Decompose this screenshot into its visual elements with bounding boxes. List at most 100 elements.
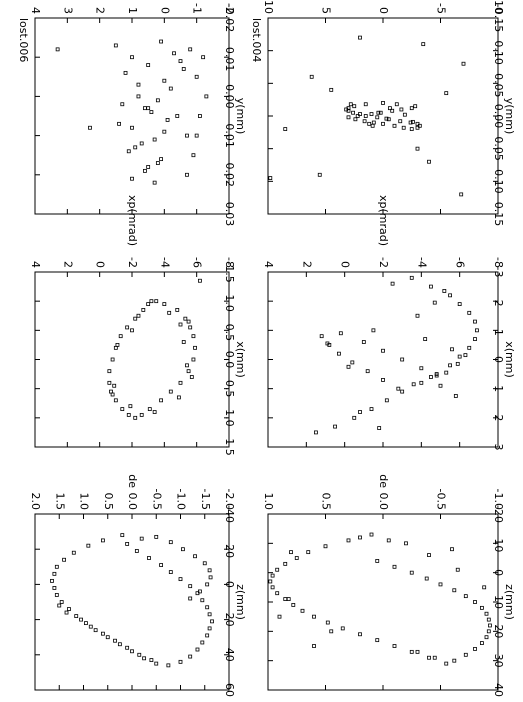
data-point — [408, 120, 413, 125]
plot-frame — [34, 17, 230, 215]
data-point — [459, 192, 464, 197]
data-point — [312, 614, 316, 619]
data-point — [463, 652, 468, 657]
data-point — [467, 310, 472, 315]
data-point — [207, 612, 212, 617]
data-point — [450, 347, 454, 352]
data-point — [455, 567, 460, 572]
data-point — [181, 340, 186, 344]
y-tick-label: -1.0 — [492, 489, 505, 510]
x-tick-label: -0.10 — [492, 36, 505, 64]
data-point — [283, 597, 288, 601]
data-point — [419, 380, 424, 385]
data-point — [352, 415, 357, 420]
x-tick-label: 0 — [492, 569, 505, 576]
plot-frame — [34, 271, 230, 448]
y-tick-label: -8 — [223, 257, 236, 268]
data-point — [52, 586, 57, 590]
x-tick-label: 1 — [492, 385, 505, 392]
data-point — [455, 361, 460, 366]
x-tick-label: 0.05 — [492, 136, 505, 161]
data-point — [371, 328, 376, 333]
data-point — [126, 413, 131, 417]
data-point — [155, 161, 160, 165]
data-point — [113, 43, 118, 48]
data-point — [289, 550, 293, 555]
data-point — [175, 114, 180, 118]
y-tick-label: 0.5 — [102, 493, 115, 511]
data-point — [191, 153, 196, 158]
data-point — [444, 91, 449, 96]
data-point — [448, 363, 452, 368]
data-point — [369, 532, 374, 537]
data-point — [59, 600, 64, 604]
data-point — [378, 110, 383, 115]
data-point — [200, 640, 205, 645]
x-axis-label: y(mm) — [234, 98, 247, 135]
data-point — [286, 597, 291, 601]
data-point — [67, 607, 71, 611]
data-point — [283, 561, 288, 566]
data-point — [392, 123, 397, 128]
data-point — [415, 313, 420, 318]
data-point — [329, 87, 334, 92]
data-point — [141, 308, 146, 312]
data-point — [392, 644, 397, 648]
data-point — [188, 325, 193, 330]
y-tick-label: -0.5 — [150, 489, 163, 510]
x-tick-label: -0.01 — [223, 43, 236, 71]
data-point — [168, 540, 173, 545]
data-point — [291, 603, 296, 607]
data-point — [309, 74, 314, 79]
data-point — [340, 626, 345, 631]
data-point — [162, 302, 167, 306]
y-tick-label: 4 — [29, 7, 42, 14]
data-point — [207, 626, 212, 631]
y-tick-label: 2 — [300, 261, 313, 268]
data-point — [64, 610, 69, 615]
data-point — [438, 582, 443, 587]
x-axis-label: z(mm) — [234, 584, 247, 620]
y-tick-label: -2 — [126, 257, 139, 268]
data-point — [178, 380, 183, 385]
x-tick-label: 0.0 — [223, 351, 236, 369]
data-point — [185, 133, 189, 138]
x-tick-label: 20 — [223, 613, 236, 627]
data-point — [424, 576, 429, 581]
data-point — [346, 538, 351, 543]
data-point — [384, 116, 389, 121]
data-point — [386, 538, 391, 543]
data-point — [404, 541, 408, 546]
data-point — [484, 635, 489, 640]
x-tick-label: 0 — [223, 581, 236, 588]
data-point — [120, 533, 125, 538]
data-point — [162, 129, 167, 134]
plot-frame — [267, 17, 499, 215]
x-tick-label: -10 — [492, 534, 505, 552]
data-point — [461, 61, 466, 66]
data-point — [488, 623, 492, 628]
y-tick-label: -5 — [435, 3, 448, 14]
y-tick-label: 10 — [262, 0, 275, 14]
data-point — [178, 322, 183, 327]
data-point — [154, 661, 159, 666]
data-point — [399, 107, 404, 112]
data-point — [367, 121, 372, 126]
y-tick-label: -10 — [492, 0, 505, 14]
data-point — [147, 556, 151, 560]
data-point — [475, 328, 479, 333]
data-point — [130, 125, 134, 130]
y-tick-label: 2 — [94, 7, 107, 14]
y-tick-label: -8 — [492, 257, 505, 268]
data-point — [176, 395, 181, 400]
data-point — [168, 389, 173, 394]
data-point — [84, 621, 88, 626]
data-point — [168, 570, 173, 574]
y-tick-label: 2 — [61, 261, 74, 268]
data-point — [306, 550, 311, 555]
data-point — [384, 398, 389, 403]
data-point — [409, 275, 414, 280]
data-point — [317, 172, 322, 177]
